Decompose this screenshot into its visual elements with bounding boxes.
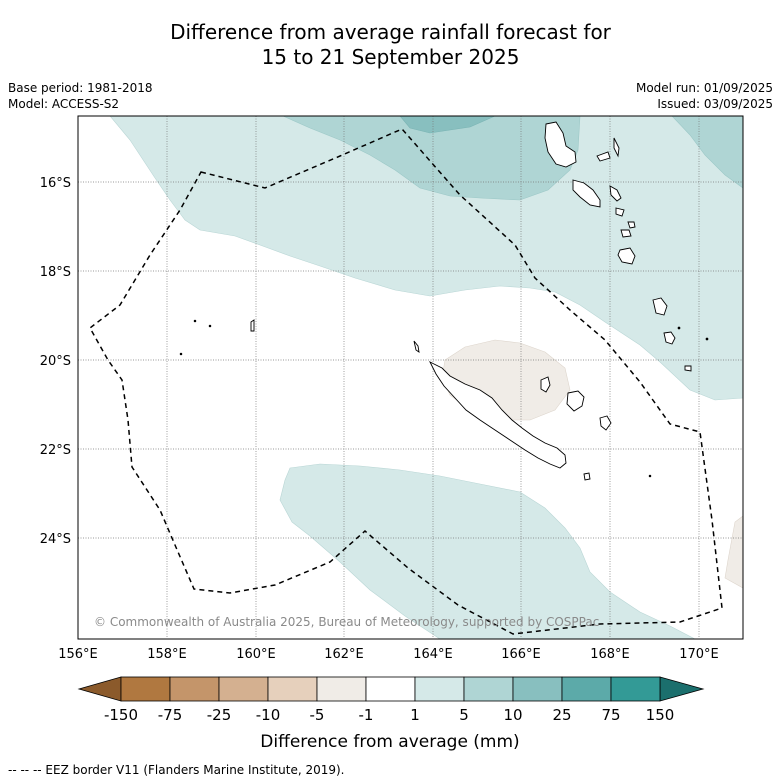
isle-of-pines [584,473,590,480]
loyalty-island-lifou [567,391,584,411]
rainfall-anomaly-field [110,116,743,639]
colorbar-label: -25 [207,706,232,724]
efate-island [621,230,631,237]
lon-label-158e: 158°E [147,647,187,662]
small-islet-6 [649,475,651,477]
lon-label-162e: 162°E [324,647,364,662]
lon-label-170e: 170°E [679,647,719,662]
colorbar-bin-7 [415,677,464,701]
copyright-credit: © Commonwealth of Australia 2025, Bureau… [94,615,599,629]
colorbar-bin-3 [219,677,268,701]
colorbar-label: 150 [646,706,675,724]
small-islet-4 [678,327,680,329]
colorbar-label: -150 [104,706,138,724]
lon-label-166e: 166°E [501,647,541,662]
colorbar-bin-5 [317,677,366,701]
matthew-island [685,366,691,371]
small-islet-1 [194,320,196,322]
small-islet-3 [180,353,182,355]
anomaly-region-minus-1-5-east [725,516,743,588]
lon-label-168e: 168°E [590,647,630,662]
colorbar-extend-high [660,677,703,701]
longitude-labels: 156°E 158°E 160°E 162°E 164°E 166°E 168°… [58,647,719,662]
lat-label-18s: 18°S [40,265,71,280]
lat-label-20s: 20°S [40,354,71,369]
lon-label-164e: 164°E [413,647,453,662]
colorbar-label: 10 [503,706,522,724]
colorbar-bin-2 [170,677,219,701]
lon-label-160e: 160°E [236,647,276,662]
loyalty-island-mare [600,416,611,430]
lon-label-156e: 156°E [58,647,98,662]
anomaly-region-1-5-south [280,464,695,639]
lat-label-16s: 16°S [40,176,71,191]
lat-label-24s: 24°S [40,532,71,547]
colorbar: -150 -75 -25 -10 -5 -1 1 5 10 25 75 150 Difference … [79,677,703,752]
belep-islands [414,341,419,352]
small-islet-2 [209,325,211,327]
colorbar-label: 75 [601,706,620,724]
colorbar-label: -5 [310,706,325,724]
colorbar-label: -10 [256,706,281,724]
colorbar-bins [121,677,660,701]
colorbar-label: 1 [410,706,420,724]
colorbar-labels: -150 -75 -25 -10 -5 -1 1 5 10 25 75 150 [104,706,674,724]
colorbar-label: -75 [158,706,183,724]
colorbar-bin-1 [121,677,170,701]
colorbar-extend-low [79,677,121,701]
colorbar-title: Difference from average (mm) [260,732,519,752]
colorbar-label: -1 [359,706,374,724]
colorbar-bin-10 [562,677,611,701]
colorbar-bin-9 [513,677,562,701]
map-figure: 16°S 18°S 20°S 22°S 24°S 156°E 158°E 160… [0,0,781,781]
latitude-labels: 16°S 18°S 20°S 22°S 24°S [40,176,71,547]
colorbar-bin-11 [611,677,660,701]
colorbar-bin-8 [464,677,513,701]
colorbar-bin-6 [366,677,415,701]
eez-legend-note: -- -- -- EEZ border V11 (Flanders Marine… [8,763,345,777]
colorbar-label: 25 [552,706,571,724]
anomaly-region-minus-1-5-newcaledonia [442,340,570,420]
small-islet-5 [706,338,708,340]
lat-label-22s: 22°S [40,443,71,458]
chesterfield-island [251,320,254,331]
colorbar-bin-4 [268,677,317,701]
colorbar-label: 5 [459,706,469,724]
